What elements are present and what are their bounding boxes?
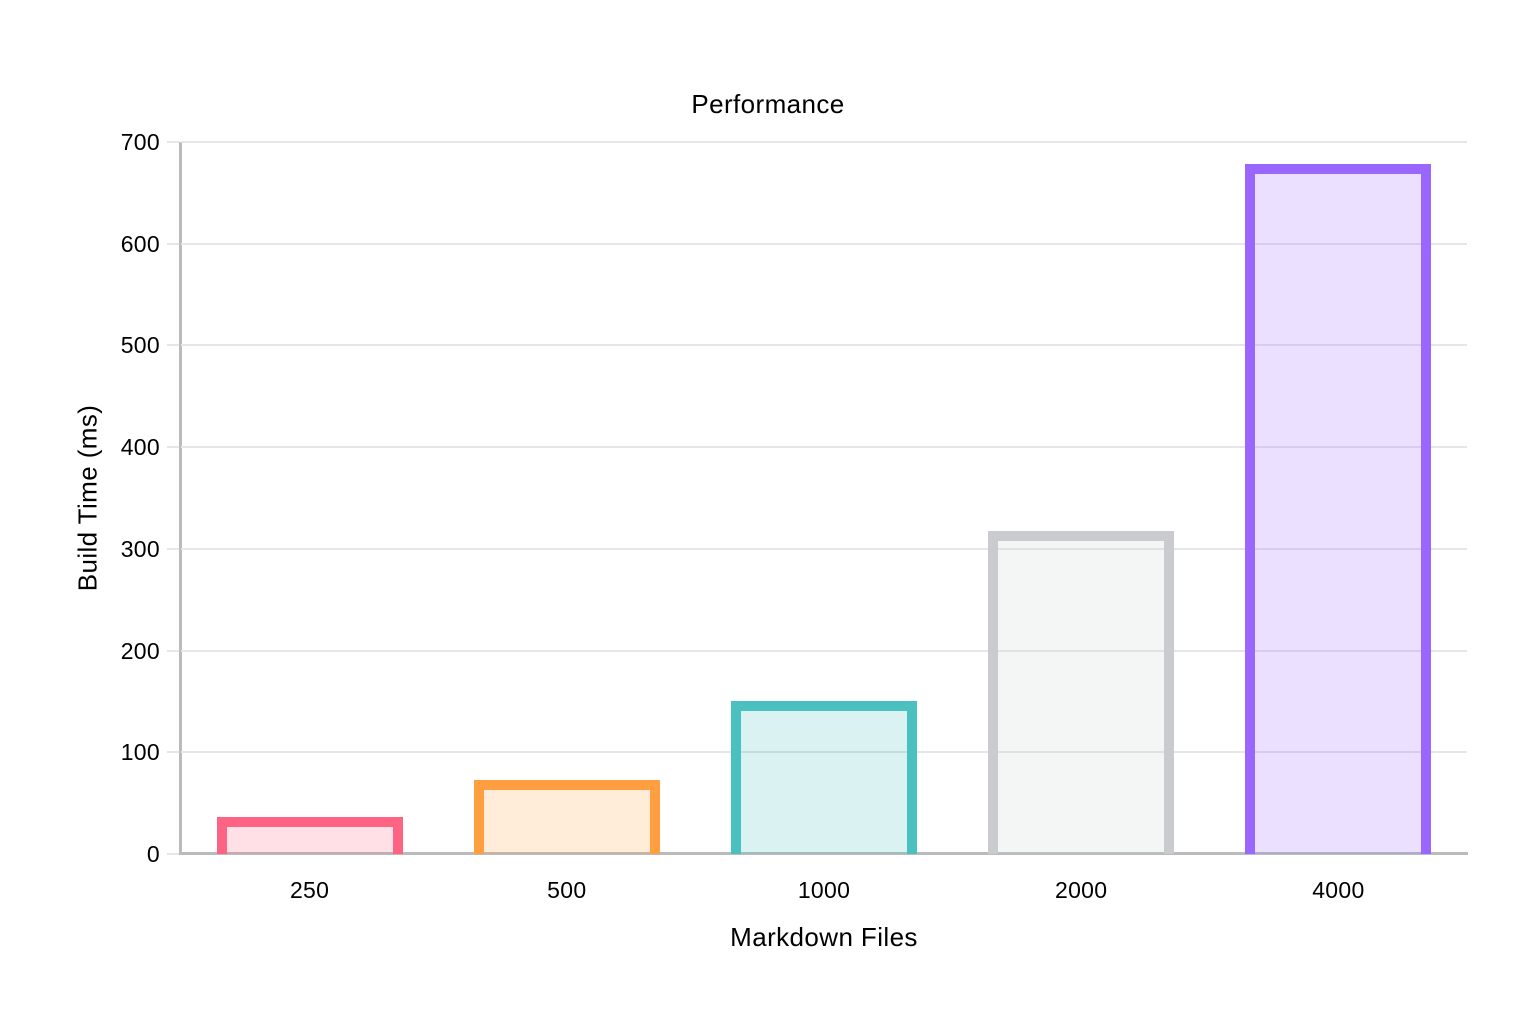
x-tick-label-1000: 1000: [797, 877, 851, 903]
x-tick-label-2000: 2000: [1055, 877, 1108, 903]
y-tick-label-0: 0: [146, 841, 160, 867]
y-tick-mark-500: [167, 344, 179, 347]
y-tick-label-300: 300: [120, 535, 160, 562]
gridline-300: [181, 547, 1467, 550]
bar-2000: [988, 530, 1175, 854]
y-tick-label-500: 500: [120, 332, 160, 359]
plot-area: [181, 141, 1467, 854]
y-tick-mark-700: [167, 141, 179, 143]
y-tick-mark-400: [167, 446, 179, 449]
y-tick-mark-0: [167, 853, 179, 855]
y-tick-mark-300: [167, 547, 179, 550]
bar-1000: [731, 701, 917, 854]
y-tick-mark-100: [167, 751, 179, 754]
x-axis-line: [179, 852, 1468, 855]
gridline-700: [181, 141, 1467, 143]
gridline-400: [181, 446, 1467, 449]
x-axis-title: Markdown Files: [730, 922, 918, 952]
y-tick-mark-600: [167, 242, 179, 245]
y-tick-mark-200: [167, 649, 179, 652]
y-tick-label-600: 600: [120, 230, 160, 257]
y-axis-line: [179, 142, 182, 854]
x-tick-label-4000: 4000: [1312, 877, 1365, 903]
bar-250: [216, 817, 403, 854]
chart-title: Performance: [691, 89, 845, 119]
bar-500: [473, 779, 660, 854]
x-tick-label-500: 500: [547, 877, 587, 903]
y-tick-label-100: 100: [120, 739, 160, 766]
y-tick-label-400: 400: [120, 434, 160, 461]
y-tick-label-700: 700: [120, 129, 160, 155]
gridline-100: [181, 751, 1467, 754]
x-tick-label-250: 250: [289, 877, 330, 903]
y-tick-label-200: 200: [120, 637, 160, 664]
bar-4000: [1245, 164, 1432, 854]
gridline-200: [181, 649, 1467, 652]
gridline-600: [181, 242, 1467, 245]
gridline-500: [181, 344, 1467, 347]
